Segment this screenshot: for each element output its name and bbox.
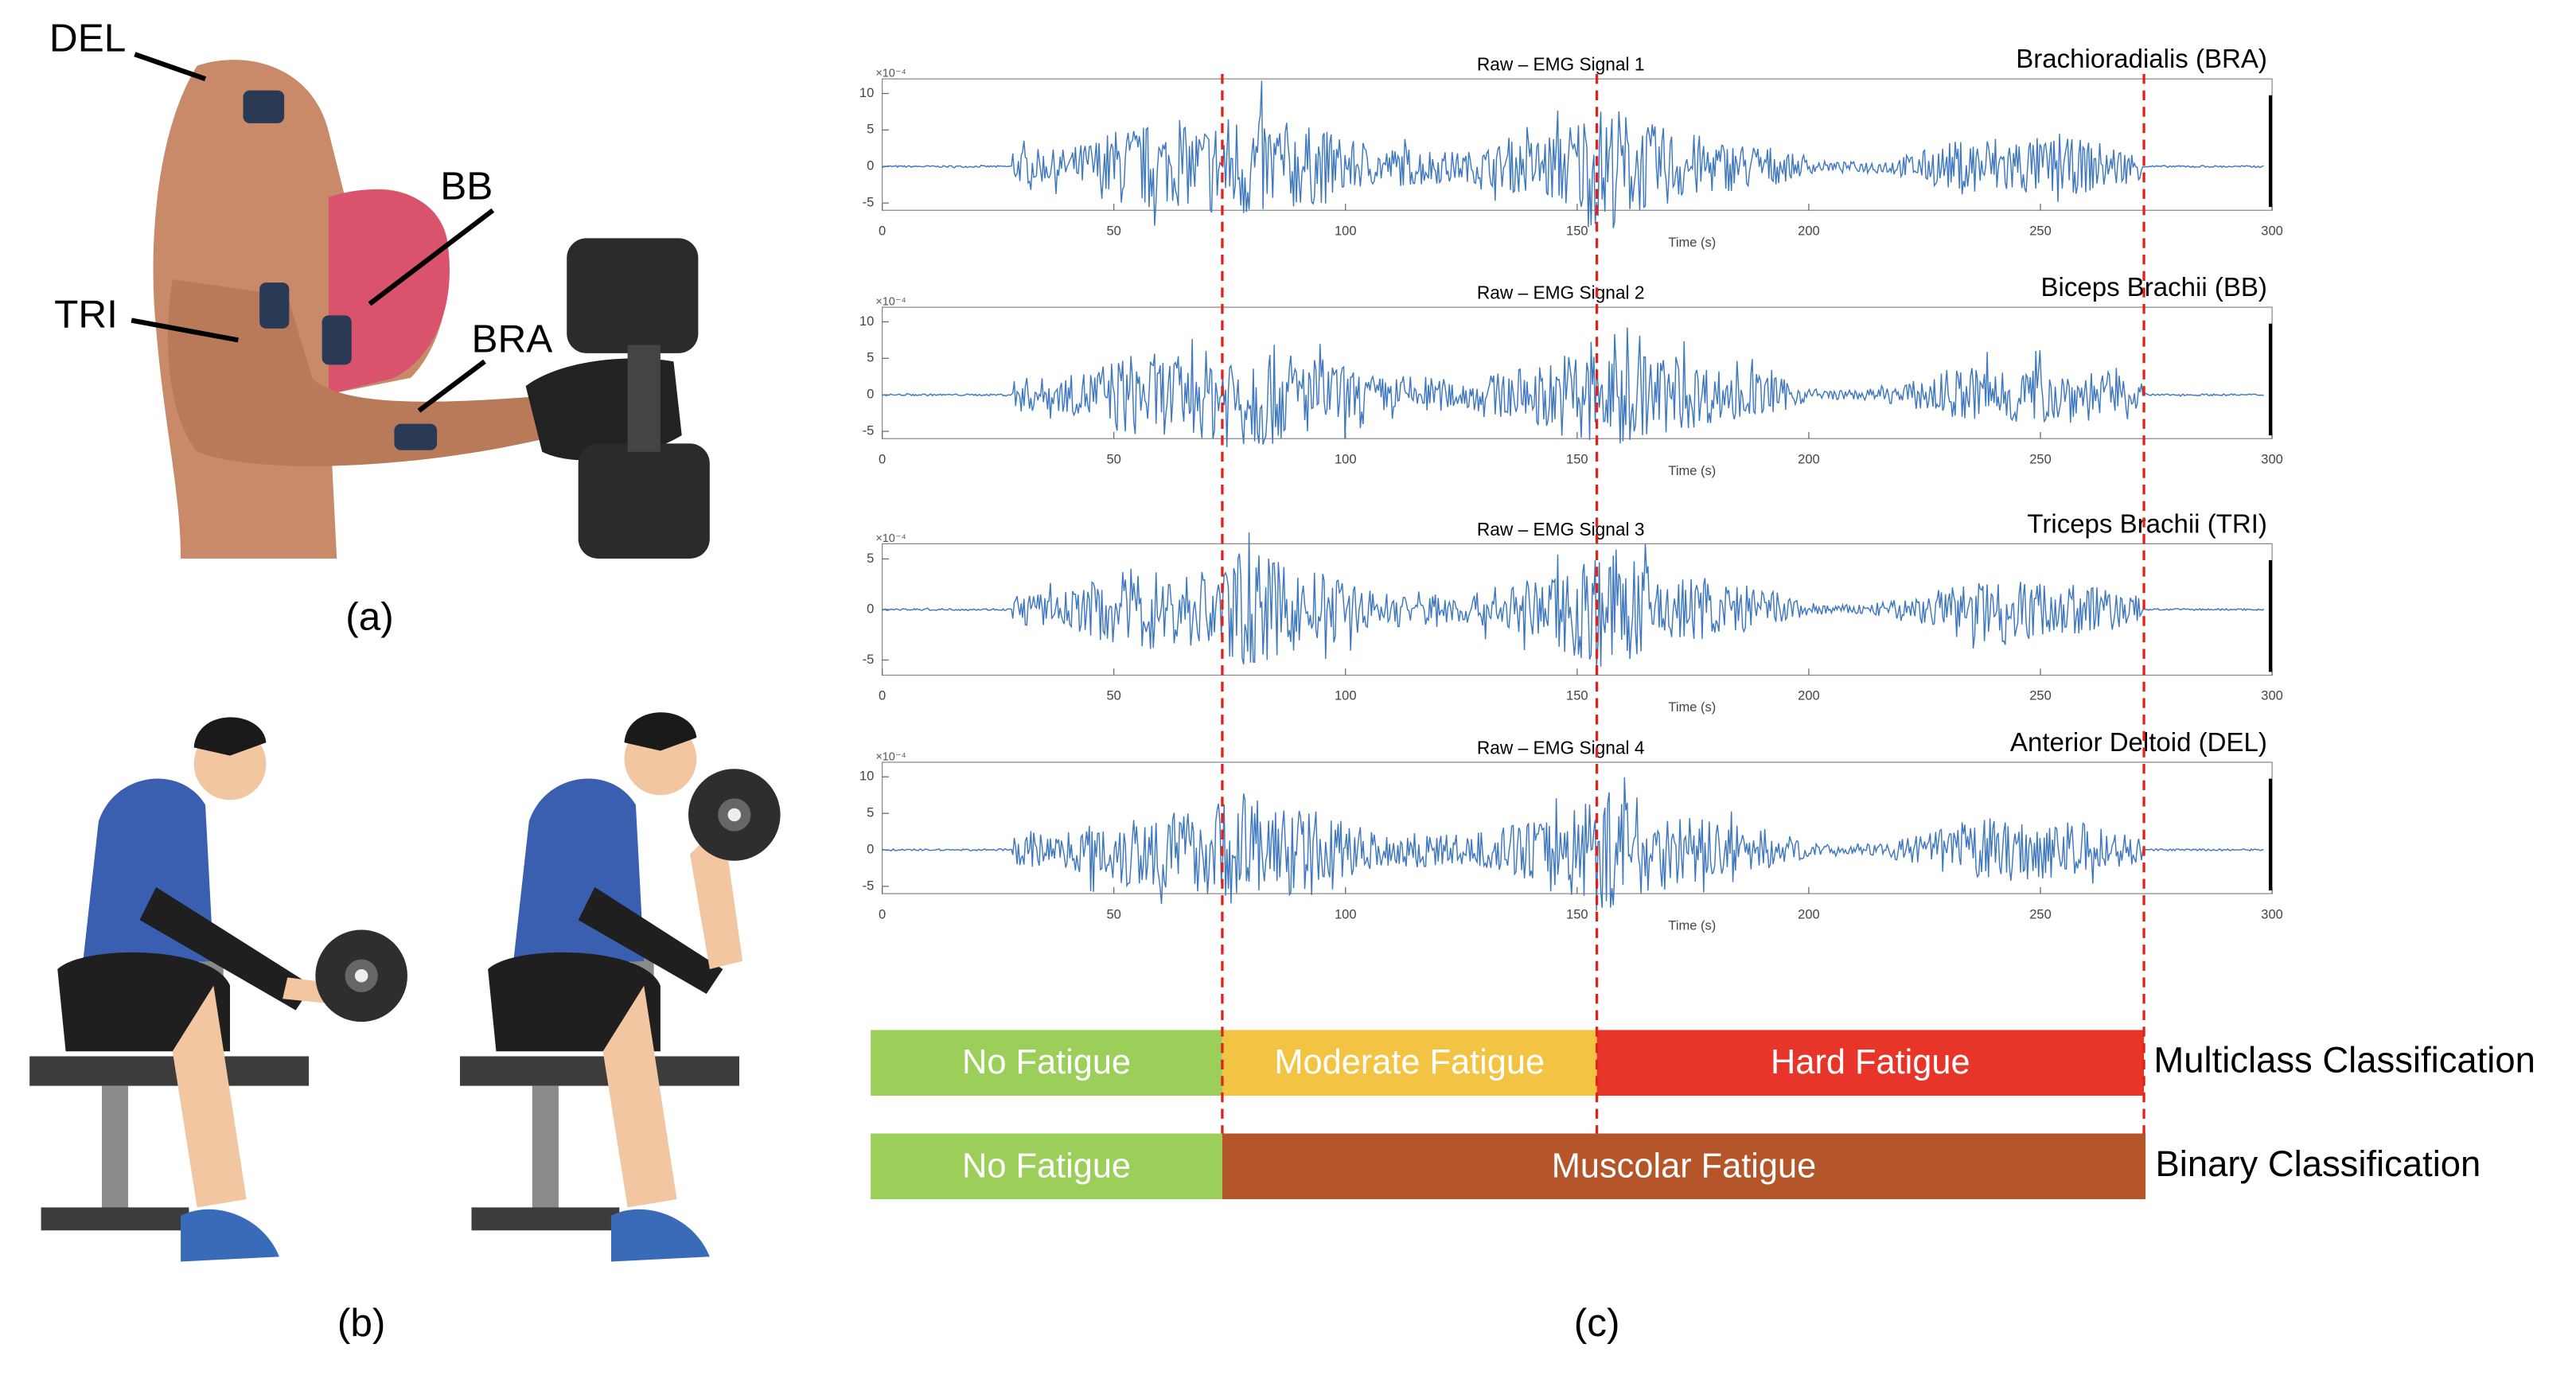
y-tick-label: 5 [867, 351, 874, 365]
classification-name: Binary Classification [2156, 1143, 2481, 1184]
plot-frame [881, 306, 2273, 439]
x-tick-label: 100 [1335, 452, 1357, 466]
plot-title: Raw – EMG Signal 3 [1477, 519, 1645, 539]
x-tick-label: 100 [1335, 907, 1357, 921]
y-tick-label: -5 [863, 195, 875, 209]
x-tick-label: 250 [2029, 224, 2052, 238]
x-tick-label: 150 [1566, 907, 1588, 921]
class-label: No Fatigue [962, 1147, 1131, 1185]
plot-title: Raw – EMG Signal 2 [1477, 282, 1645, 303]
x-axis-label: Time (s) [1668, 700, 1716, 715]
class-segment [1222, 1030, 1597, 1096]
x-tick-label: 100 [1335, 224, 1357, 238]
x-axis-label: Time (s) [1668, 919, 1716, 933]
muscle-name: Anterior Deltoid (DEL) [2010, 727, 2267, 757]
x-tick-label: 100 [1335, 689, 1357, 703]
x-tick-label: 200 [1798, 224, 1820, 238]
y-tick-label: -5 [863, 878, 875, 893]
x-axis-label: Time (s) [1668, 464, 1716, 478]
y-tick-label: 10 [859, 86, 874, 100]
classification-name: Multiclass Classification [2153, 1040, 2535, 1081]
emg-waveform [882, 327, 2264, 447]
x-tick-label: 0 [879, 452, 886, 466]
x-tick-label: 150 [1566, 224, 1588, 238]
class-segment [871, 1030, 1222, 1096]
class-segment [1222, 1133, 2146, 1200]
y-tick-label: -5 [863, 652, 875, 667]
y-tick-label: -5 [863, 423, 875, 438]
axis-exponent: ×10⁻⁴ [875, 68, 906, 80]
muscle-name: Brachioradialis (BRA) [2016, 44, 2267, 73]
class-segment [871, 1133, 1222, 1200]
sensor-label: TRI [54, 293, 118, 337]
plot-title: Raw – EMG Signal 4 [1477, 737, 1645, 758]
x-tick-label: 200 [1798, 689, 1820, 703]
axis-exponent: ×10⁻⁴ [875, 296, 906, 309]
panel-a-photo [131, 52, 710, 559]
x-tick-label: 50 [1106, 907, 1120, 921]
class-label: Moderate Fatigue [1274, 1043, 1545, 1081]
plot-title: Raw – EMG Signal 1 [1477, 54, 1645, 75]
x-tick-label: 300 [2261, 452, 2283, 466]
y-tick-label: 5 [867, 551, 874, 566]
y-tick-label: 10 [859, 314, 874, 329]
y-tick-label: 0 [867, 388, 874, 402]
caption: (b) [337, 1301, 386, 1345]
x-tick-label: 250 [2029, 689, 2052, 703]
y-tick-label: 10 [859, 769, 874, 784]
x-tick-label: 200 [1798, 452, 1820, 466]
y-tick-label: 5 [867, 123, 874, 137]
y-tick-label: 0 [867, 842, 874, 856]
x-tick-label: 50 [1106, 224, 1120, 238]
caption: (c) [1574, 1301, 1620, 1345]
axis-exponent: ×10⁻⁴ [875, 751, 906, 764]
class-segment [1596, 1030, 2145, 1096]
x-tick-label: 300 [2261, 689, 2283, 703]
sensor-label: BRA [471, 317, 552, 361]
x-tick-label: 0 [879, 907, 886, 921]
x-tick-label: 300 [2261, 907, 2283, 921]
class-label: Muscolar Fatigue [1552, 1147, 1816, 1185]
emg-waveform [882, 532, 2265, 668]
x-tick-label: 50 [1106, 452, 1120, 466]
sensor-label: BB [440, 165, 493, 208]
caption: (a) [345, 594, 394, 638]
x-tick-label: 300 [2261, 224, 2283, 238]
axis-exponent: ×10⁻⁴ [875, 532, 906, 545]
y-tick-label: 0 [867, 159, 874, 173]
class-label: Hard Fatigue [1771, 1043, 1970, 1081]
emg-waveform [882, 80, 2264, 228]
sensor-label: DEL [49, 17, 126, 60]
muscle-name: Triceps Brachii (TRI) [2027, 508, 2266, 538]
muscle-name: Biceps Brachii (BB) [2040, 272, 2266, 302]
x-tick-label: 250 [2029, 907, 2052, 921]
x-tick-label: 250 [2029, 452, 2052, 466]
x-tick-label: 150 [1566, 452, 1588, 466]
panel-b-illustration [29, 712, 781, 1262]
x-tick-label: 200 [1798, 907, 1820, 921]
y-tick-label: 0 [867, 602, 874, 616]
class-label: No Fatigue [962, 1043, 1131, 1081]
x-tick-label: 150 [1566, 689, 1588, 703]
x-tick-label: 50 [1106, 689, 1120, 703]
emg-waveform [882, 777, 2264, 911]
x-tick-label: 0 [879, 224, 886, 238]
x-axis-label: Time (s) [1668, 236, 1716, 250]
y-tick-label: 5 [867, 806, 874, 820]
x-tick-label: 0 [879, 689, 886, 703]
